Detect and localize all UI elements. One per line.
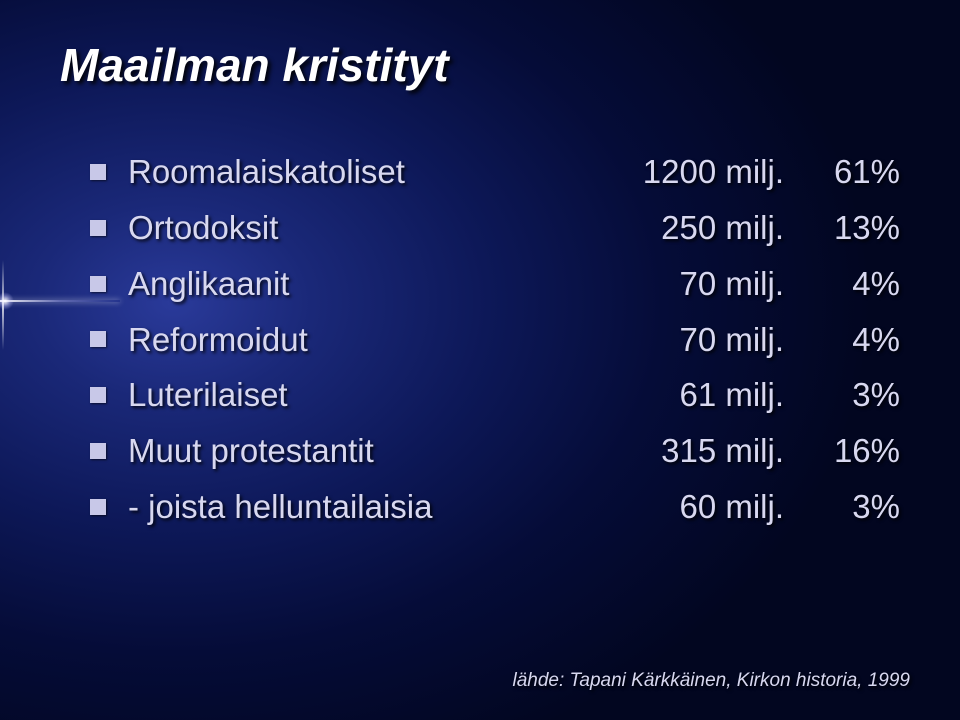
slide-title: Maailman kristityt <box>60 38 900 92</box>
item-percent: 16% <box>790 427 900 475</box>
item-percent: 13% <box>790 204 900 252</box>
list-item: Reformoidut 70 milj. 4% <box>90 316 900 364</box>
item-value: 315 milj. <box>374 427 790 475</box>
item-percent: 3% <box>790 483 900 531</box>
list-item: Anglikaanit 70 milj. 4% <box>90 260 900 308</box>
list-item: Luterilaiset 61 milj. 3% <box>90 371 900 419</box>
item-percent: 61% <box>790 148 900 196</box>
bullet-icon <box>90 220 106 236</box>
list-item: Ortodoksit 250 milj. 13% <box>90 204 900 252</box>
item-percent: 3% <box>790 371 900 419</box>
item-value: 1200 milj. <box>405 148 790 196</box>
source-citation: lähde: Tapani Kärkkäinen, Kirkon histori… <box>513 670 911 692</box>
bullet-icon <box>90 331 106 347</box>
item-label: - joista helluntailaisia <box>128 483 433 531</box>
data-list: Roomalaiskatoliset 1200 milj. 61% Ortodo… <box>90 148 900 531</box>
bullet-icon <box>90 387 106 403</box>
item-value: 70 milj. <box>308 316 790 364</box>
bullet-icon <box>90 499 106 515</box>
bullet-icon <box>90 164 106 180</box>
list-item: Muut protestantit 315 milj. 16% <box>90 427 900 475</box>
slide: Maailman kristityt Roomalaiskatoliset 12… <box>0 0 960 720</box>
list-item: Roomalaiskatoliset 1200 milj. 61% <box>90 148 900 196</box>
item-value: 250 milj. <box>278 204 790 252</box>
item-label: Roomalaiskatoliset <box>128 148 405 196</box>
bullet-icon <box>90 276 106 292</box>
item-value: 61 milj. <box>288 371 790 419</box>
item-percent: 4% <box>790 316 900 364</box>
item-label: Anglikaanit <box>128 260 289 308</box>
item-percent: 4% <box>790 260 900 308</box>
item-label: Ortodoksit <box>128 204 278 252</box>
item-value: 60 milj. <box>433 483 791 531</box>
item-label: Muut protestantit <box>128 427 374 475</box>
item-label: Reformoidut <box>128 316 308 364</box>
item-label: Luterilaiset <box>128 371 288 419</box>
list-item: - joista helluntailaisia 60 milj. 3% <box>90 483 900 531</box>
bullet-icon <box>90 443 106 459</box>
item-value: 70 milj. <box>289 260 790 308</box>
